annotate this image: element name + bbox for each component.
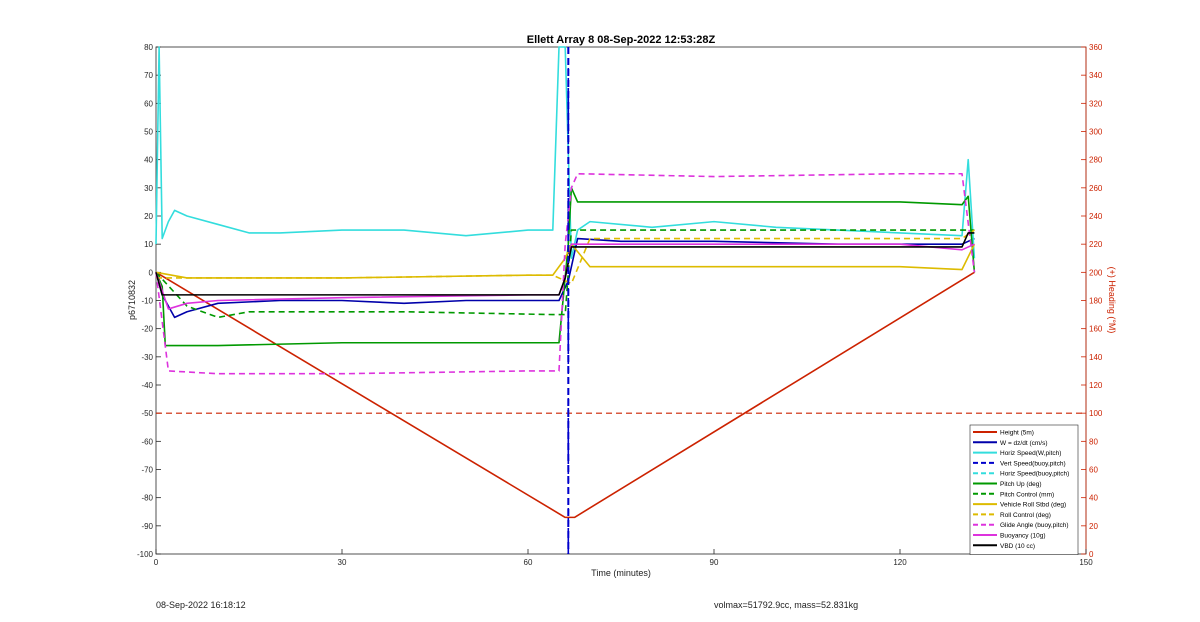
- y2-tick-label: 360: [1089, 43, 1103, 52]
- y-tick-label: 10: [144, 240, 153, 249]
- y2-tick-label: 340: [1089, 71, 1103, 80]
- y2-tick-label: 60: [1089, 466, 1098, 475]
- y-tick-label: 50: [144, 128, 153, 137]
- y-tick-label: -10: [141, 297, 153, 306]
- legend-entry: Pitch Up (deg): [1000, 481, 1042, 488]
- y-tick-label: -80: [141, 494, 153, 503]
- x-tick-label: 150: [1079, 558, 1093, 567]
- y2-tick-label: 200: [1089, 268, 1103, 277]
- y-tick-label: -50: [141, 409, 153, 418]
- y2-tick-label: 180: [1089, 297, 1103, 306]
- x-tick-label: 30: [338, 558, 347, 567]
- x-tick-label: 120: [893, 558, 907, 567]
- y-tick-label: 70: [144, 71, 153, 80]
- legend-entry: Glide Angle (buoy,pitch): [1000, 522, 1069, 529]
- series-line: [155, 232, 975, 296]
- chart-title: Ellett Array 8 08-Sep-2022 12:53:28Z: [527, 34, 716, 46]
- y-tick-label: 40: [144, 156, 153, 165]
- y-tick-label: -100: [137, 550, 154, 559]
- y-tick-label: -40: [141, 381, 153, 390]
- legend-entry: Roll Control (deg): [1000, 512, 1051, 519]
- y2-tick-label: 320: [1089, 99, 1103, 108]
- legend-entry: VBD (10 cc): [1000, 543, 1035, 550]
- y-axis-label: p6710832: [127, 280, 137, 320]
- x-tick-label: 0: [154, 558, 159, 567]
- series-layer: [155, 46, 1086, 554]
- series-line: [155, 229, 975, 319]
- y2-tick-label: 120: [1089, 381, 1103, 390]
- legend-entry: W = dz/dt (cm/s): [1000, 440, 1048, 447]
- y2-axis-label: (+) Heading (°M): [1107, 267, 1117, 334]
- legend-entry: Height (5m): [1000, 430, 1034, 437]
- y2-tick-label: 160: [1089, 325, 1103, 334]
- legend: Height (5m) W = dz/dt (cm/s) Horiz Speed(W…: [969, 424, 1079, 555]
- y-tick-label: 0: [149, 268, 154, 277]
- y-tick-label: -60: [141, 437, 153, 446]
- x-tick-label: 90: [710, 558, 719, 567]
- y2-tick-label: 220: [1089, 240, 1103, 249]
- y2-tick-label: 100: [1089, 409, 1103, 418]
- y-tick-label: 60: [144, 99, 153, 108]
- y2-tick-label: 300: [1089, 128, 1103, 137]
- y-tick-label: -70: [141, 466, 153, 475]
- series-line: [155, 237, 975, 319]
- y2-tick-label: 20: [1089, 522, 1098, 531]
- y-tick-label: -30: [141, 353, 153, 362]
- series-line: [155, 187, 976, 347]
- legend-entry: Vert Speed(buoy,pitch): [1000, 460, 1066, 467]
- footer-vol-mass: volmax=51792.9cc, mass=52.831kg: [714, 600, 859, 610]
- ticks-group: 0 30 60 90 120 15080706050403020100-10-20-30-…: [137, 43, 1103, 567]
- y2-tick-label: 260: [1089, 184, 1103, 193]
- y2-tick-label: 240: [1089, 212, 1103, 221]
- legend-entry: Buoyancy (10g): [1000, 533, 1046, 540]
- series-line: [155, 172, 976, 375]
- y2-tick-label: 80: [1089, 437, 1098, 446]
- legend-box: [969, 424, 1079, 555]
- legend-entry: Pitch Control (mm): [1000, 491, 1054, 498]
- x-tick-label: 60: [524, 558, 533, 567]
- legend-entry: Horiz Speed(buoy,pitch): [1000, 471, 1069, 478]
- y-tick-label: 80: [144, 43, 153, 52]
- y2-tick-label: 280: [1089, 156, 1103, 165]
- y2-tick-label: 40: [1089, 494, 1098, 503]
- series-line: [155, 46, 976, 260]
- series-line: [155, 271, 975, 519]
- y-tick-label: -20: [141, 325, 153, 334]
- y2-tick-label: 0: [1089, 550, 1094, 559]
- legend-entry: Horiz Speed(W,pitch): [1000, 450, 1061, 457]
- footer-timestamp: 08-Sep-2022 16:18:12: [156, 600, 246, 610]
- y-tick-label: -90: [141, 522, 153, 531]
- y2-tick-label: 140: [1089, 353, 1103, 362]
- y-tick-label: 30: [144, 184, 153, 193]
- x-axis-label: Time (minutes): [591, 568, 651, 578]
- y-tick-label: 20: [144, 212, 153, 221]
- legend-entry: Vehicle Roll Stbd (deg): [1000, 502, 1066, 509]
